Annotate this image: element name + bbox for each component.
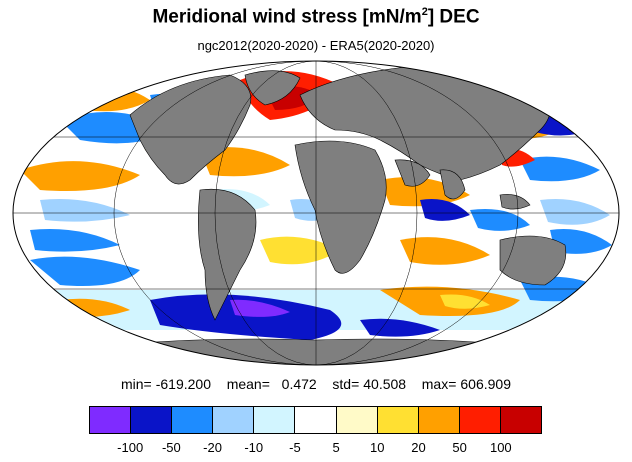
- graticule: [13, 61, 619, 365]
- colorbar-box: [500, 407, 542, 433]
- std-value: 40.508: [363, 376, 407, 392]
- colorbar-tick-label: -20: [203, 440, 222, 455]
- colorbar: [89, 406, 542, 434]
- arabia-land: [394, 159, 431, 187]
- map-subtitle: ngc2012(2020-2020) - ERA5(2020-2020): [197, 38, 435, 53]
- colorbar-tick-label: 100: [489, 440, 512, 455]
- meridian-ellipse: [214, 61, 418, 365]
- title-text: Meridional wind stress [mN/m: [152, 6, 422, 28]
- mean-value: 0.472: [281, 376, 317, 392]
- colorbar-box: [172, 407, 214, 433]
- max-value: 606.909: [460, 376, 511, 392]
- map-field: [13, 61, 619, 365]
- colorbar-tick-label: -5: [289, 440, 301, 455]
- meridian-ellipse: [113, 61, 519, 365]
- greenland-land: [244, 70, 301, 106]
- std-label: std=: [332, 376, 360, 392]
- land-masses: [39, 64, 591, 365]
- africa-land: [294, 140, 387, 274]
- map-title: Meridional wind stress [mN/m2] DEC: [0, 6, 632, 28]
- colorbar-tick-label: -50: [161, 440, 181, 455]
- globe-outline: [12, 60, 620, 366]
- antarctica-land: [39, 338, 591, 365]
- mean-label: mean=: [226, 376, 270, 392]
- colorbar-tick-label: -100: [117, 440, 144, 455]
- india-land: [439, 169, 466, 200]
- title-superscript: 2: [421, 6, 428, 18]
- min-value: -619.200: [155, 376, 212, 392]
- statistics-line: min= -619.200 mean= 0.472 std= 40.508 max=…: [0, 376, 632, 392]
- title-suffix: ] DEC: [427, 6, 480, 28]
- colorbar-box: [459, 407, 501, 433]
- colorbar-box: [90, 407, 132, 433]
- north-america-land: [129, 74, 252, 185]
- colorbar-box: [254, 407, 296, 433]
- colorbar-box: [295, 407, 337, 433]
- colorbar-labels: -100 -50 -20 -10 -5 5 10 20 50 100: [89, 440, 542, 456]
- colorbar-tick-label: -10: [244, 440, 264, 455]
- south-america-land: [198, 188, 257, 321]
- colorbar-tick-label: 50: [452, 440, 467, 455]
- australia-land: [499, 235, 567, 286]
- colorbar-tick-label: 5: [332, 440, 340, 455]
- colorbar-box: [336, 407, 378, 433]
- colorbar-box: [418, 407, 460, 433]
- colorbar-tick-label: 10: [370, 440, 385, 455]
- colorbar-tick-label: 20: [411, 440, 426, 455]
- colorbar-box: [213, 407, 255, 433]
- max-label: max=: [421, 376, 457, 392]
- colorbar-box: [377, 407, 419, 433]
- maritime-continent-land: [499, 194, 531, 210]
- colorbar-box: [131, 407, 173, 433]
- min-label: min=: [121, 376, 152, 392]
